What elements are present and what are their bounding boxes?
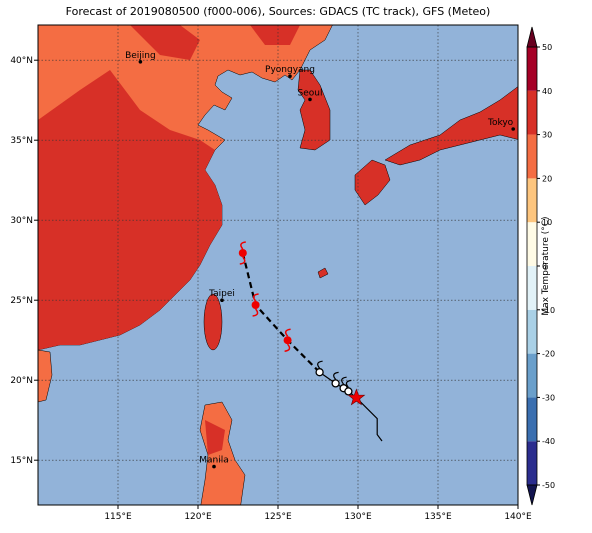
colorbar-tick-label: -10 <box>542 306 555 315</box>
colorbar-bin <box>527 266 537 310</box>
colorbar-bin <box>527 178 537 223</box>
city-label: Tokyo <box>487 118 514 128</box>
x-tick-label: 125°E <box>264 512 292 522</box>
current-position <box>347 388 366 406</box>
colorbar-tick-label: -50 <box>542 481 555 490</box>
y-tick-label: 25°N <box>10 296 33 306</box>
city-label: Pyongyang <box>265 65 315 75</box>
city-label: Manila <box>199 456 229 466</box>
track-point <box>315 368 324 377</box>
colorbar-bin <box>527 309 537 354</box>
x-tick-label: 130°E <box>344 512 372 522</box>
storm-tail <box>317 360 323 369</box>
city-marker <box>288 74 292 78</box>
colorbar-bin <box>527 222 537 266</box>
colorbar-bin <box>527 441 537 485</box>
city-marker <box>511 127 515 131</box>
colorbar-tick-label: 0 <box>542 262 547 271</box>
y-tick-label: 40°N <box>10 56 33 66</box>
track-line <box>241 252 321 373</box>
city-marker <box>212 464 216 469</box>
city-marker <box>138 60 143 64</box>
storm-marker <box>251 301 260 309</box>
colorbar-tick-label: -20 <box>542 350 555 359</box>
colorbar-bin <box>527 134 537 179</box>
colorbar-tick-label: -30 <box>542 393 555 402</box>
colorbar-tick-label: 20 <box>542 174 552 183</box>
colorbar-bin <box>527 353 537 398</box>
colorbar-extend <box>526 26 538 48</box>
colorbar-bin <box>527 397 537 442</box>
warm-region <box>205 420 225 455</box>
colorbar-tick-label: 30 <box>542 131 552 140</box>
colorbar-tick-label: 40 <box>542 87 552 96</box>
x-tick-label: 135°E <box>424 512 452 522</box>
track-point <box>344 387 353 396</box>
city-marker <box>308 97 312 102</box>
colorbar-bin <box>527 90 537 135</box>
y-tick-label: 15°N <box>10 456 33 466</box>
korea <box>297 69 331 151</box>
y-tick-label: 20°N <box>10 376 33 386</box>
city-label: Seoul <box>298 88 323 98</box>
storm-tail <box>341 376 347 385</box>
okinawa <box>317 267 329 279</box>
storm-marker <box>283 336 292 345</box>
storm-tail <box>345 379 352 388</box>
storm-tail <box>239 241 246 265</box>
colorbar-tick-label: -40 <box>542 437 555 446</box>
storm-tail <box>252 293 259 317</box>
map-title: Forecast of 2019080500 (f000-006), Sourc… <box>66 5 491 18</box>
colorbar-extend <box>526 484 538 506</box>
kyushu <box>354 159 391 206</box>
colorbar-bin <box>527 47 537 91</box>
city-label: Taipei <box>208 289 235 299</box>
taiwan <box>203 293 223 351</box>
y-tick-label: 30°N <box>10 216 33 226</box>
overlay: Beijing Pyongyang Seoul Tokyo Taipei Manila <box>38 25 518 505</box>
storm-tail <box>333 371 339 380</box>
city-marker <box>220 298 224 303</box>
indochina <box>38 349 53 403</box>
colorbar-tick-label: 50 <box>542 43 552 52</box>
track-point <box>331 379 340 388</box>
y-tick-label: 35°N <box>10 136 33 146</box>
colorbar-tick-label: 10 <box>542 218 552 227</box>
city-label: Beijing <box>125 51 156 61</box>
x-tick-label: 115°E <box>104 512 132 522</box>
warm-region <box>130 25 300 60</box>
colorbar-label: Max Temperature (°C) <box>541 216 551 315</box>
x-tick-label: 120°E <box>184 512 212 522</box>
x-tick-label: 140°E <box>504 512 532 522</box>
storm-marker <box>238 249 247 257</box>
honshu <box>384 86 518 166</box>
storm-tail <box>284 328 291 352</box>
